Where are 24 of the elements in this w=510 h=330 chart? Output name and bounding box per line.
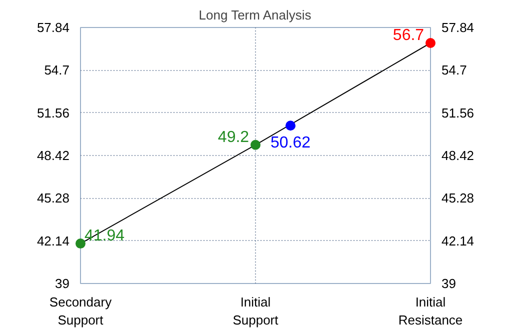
y-tick-label: 39	[55, 276, 70, 291]
data-label: 50.62	[270, 134, 311, 152]
y-tick-label: 42.14	[36, 233, 70, 248]
y-tick-label: 51.56	[36, 105, 70, 120]
y2-tick-label: 54.7	[442, 62, 467, 78]
data-label: 49.2	[218, 128, 250, 146]
y2-tick-label: 51.56	[442, 105, 474, 120]
y2-tick-label: 39	[442, 276, 456, 291]
y2-tick-label: 48.42	[442, 148, 474, 163]
y2-tick-label: 57.84	[442, 20, 474, 35]
y-tick-label: 57.84	[36, 20, 70, 35]
x-tick-label: Secondary Support	[49, 294, 112, 328]
chart-title: Long Term Analysis	[198, 8, 312, 22]
x-tick-label: Initial Resistance	[398, 294, 463, 328]
point	[250, 140, 260, 150]
y-tick-label: 45.28	[36, 190, 70, 206]
x-tick-label: Initial Support	[232, 294, 279, 328]
point	[76, 238, 86, 249]
y-tick-label: 54.7	[44, 62, 70, 78]
point	[426, 38, 436, 48]
y-tick-label: 48.42	[36, 148, 70, 163]
data-label: 56.7	[392, 26, 424, 44]
y2-tick-label: 45.28	[442, 190, 474, 206]
y2-tick-label: 42.14	[442, 233, 474, 248]
